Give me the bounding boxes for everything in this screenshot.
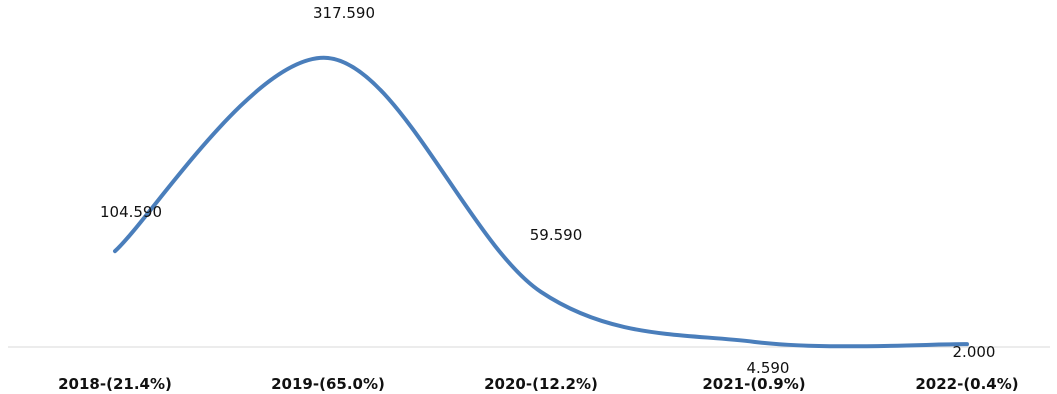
x-axis-tick-labels: 2018-(21.4%) 2019-(65.0%) 2020-(12.2%) 2021… [58, 375, 1019, 393]
data-label: 2.000 [953, 343, 996, 361]
data-point-3 [539, 290, 543, 294]
data-label: 59.590 [530, 226, 583, 244]
x-tick-label: 2019-(65.0%) [271, 375, 385, 393]
data-point-4 [752, 340, 756, 344]
x-tick-label: 2020-(12.2%) [484, 375, 598, 393]
data-label: 4.590 [747, 359, 790, 377]
x-tick-label: 2022-(0.4%) [915, 375, 1018, 393]
data-point-2 [326, 56, 330, 60]
x-tick-label: 2021-(0.9%) [702, 375, 805, 393]
data-point-1 [113, 249, 117, 253]
series-line [113, 55, 969, 349]
data-labels: 104.590 317.590 59.590 4.590 2.000 [100, 4, 995, 377]
plot-area [8, 55, 1050, 349]
data-label: 104.590 [100, 203, 162, 221]
x-tick-label: 2018-(21.4%) [58, 375, 172, 393]
data-label: 317.590 [313, 4, 375, 22]
